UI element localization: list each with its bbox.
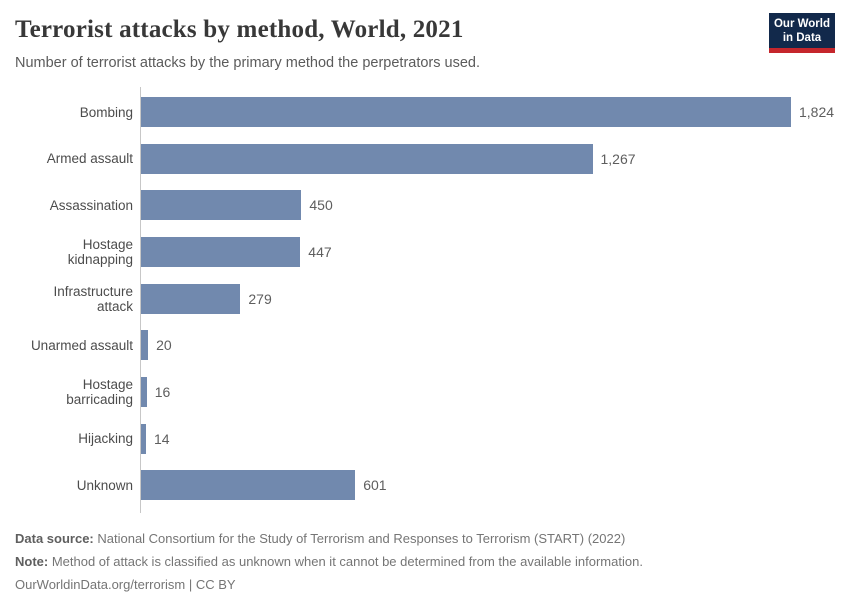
category-label: Unarmed assault — [30, 337, 133, 353]
owid-logo[interactable]: Our World in Data — [769, 13, 835, 53]
y-axis-line — [140, 86, 141, 513]
category-label: Hostage barricading — [66, 377, 133, 408]
bar-rows: Bombing 1,824 Armed assault 1,267 Assassinat… — [15, 87, 835, 513]
note-label: Note: — [15, 553, 49, 569]
bar-row: Infrastructure attack 279 — [15, 275, 835, 322]
value-label: 20 — [156, 337, 172, 354]
bar-row: Assassination 450 — [15, 182, 835, 229]
bar-row: Hijacking 14 — [15, 415, 835, 462]
value-label: 450 — [309, 197, 333, 214]
bar-row: Hostage kidnapping 447 — [15, 229, 835, 276]
bar-zone: 601 — [133, 462, 835, 509]
bar[interactable] — [141, 470, 356, 501]
bar-zone: 1,824 — [133, 89, 835, 136]
bar-zone: 450 — [133, 182, 835, 229]
note-line: Note: Method of attack is classified as … — [15, 550, 835, 573]
bar-zone: 279 — [133, 275, 835, 322]
category-label: Hostage kidnapping — [67, 237, 133, 268]
bar[interactable] — [141, 237, 301, 268]
citation-line: OurWorldinData.org/terrorism | CC BY — [15, 573, 835, 596]
data-source-line: Data source: National Consortium for the… — [15, 527, 835, 550]
data-source-label: Data source: — [15, 530, 94, 546]
bar-row: Hostage barricading 16 — [15, 369, 835, 416]
value-label: 1,267 — [600, 150, 636, 167]
category-label: Unknown — [76, 477, 133, 493]
value-label: 279 — [248, 290, 272, 307]
bar-zone: 14 — [133, 415, 835, 462]
bar[interactable] — [141, 97, 791, 128]
bar[interactable] — [141, 283, 241, 314]
bar[interactable] — [141, 330, 149, 361]
bar-row: Bombing 1,824 — [15, 89, 835, 136]
bar-row: Unknown 601 — [15, 462, 835, 509]
bar-row: Unarmed assault 20 — [15, 322, 835, 369]
license-label: CC BY — [195, 576, 236, 592]
category-label: Armed assault — [46, 151, 133, 167]
bar-zone: 1,267 — [133, 135, 835, 182]
category-label: Infrastructure attack — [53, 283, 133, 314]
value-label: 1,824 — [799, 104, 835, 121]
citation-separator: | — [185, 576, 196, 592]
bar-chart: Bombing 1,824 Armed assault 1,267 Assassinat… — [15, 86, 835, 513]
value-label: 16 — [154, 384, 171, 401]
data-source-text: National Consortium for the Study of Ter… — [93, 530, 626, 546]
bar[interactable] — [141, 190, 302, 221]
category-label: Hijacking — [78, 431, 133, 447]
owid-url-link[interactable]: OurWorldinData.org/terrorism — [15, 576, 186, 592]
value-label: 14 — [154, 430, 170, 447]
category-label: Bombing — [79, 104, 133, 120]
bar[interactable] — [141, 143, 593, 174]
bar-row: Armed assault 1,267 — [15, 135, 835, 182]
bar-zone: 447 — [133, 229, 835, 276]
chart-footer: Data source: National Consortium for the… — [15, 527, 835, 596]
note-text: Method of attack is classified as unknow… — [48, 553, 643, 569]
bar[interactable] — [141, 423, 146, 454]
category-label: Assassination — [49, 197, 133, 213]
chart-subtitle: Number of terrorist attacks by the prima… — [15, 54, 481, 71]
page-title: Terrorist attacks by method, World, 2021 — [15, 16, 464, 43]
owid-logo-line1: Our World — [773, 18, 830, 30]
value-label: 601 — [363, 477, 387, 494]
bar-zone: 16 — [133, 369, 835, 416]
value-label: 447 — [308, 244, 332, 261]
chart-header: Terrorist attacks by method, World, 2021… — [15, 0, 835, 71]
bar[interactable] — [141, 377, 147, 408]
owid-logo-line2: in Data — [782, 32, 822, 44]
bar-zone: 20 — [133, 322, 835, 369]
